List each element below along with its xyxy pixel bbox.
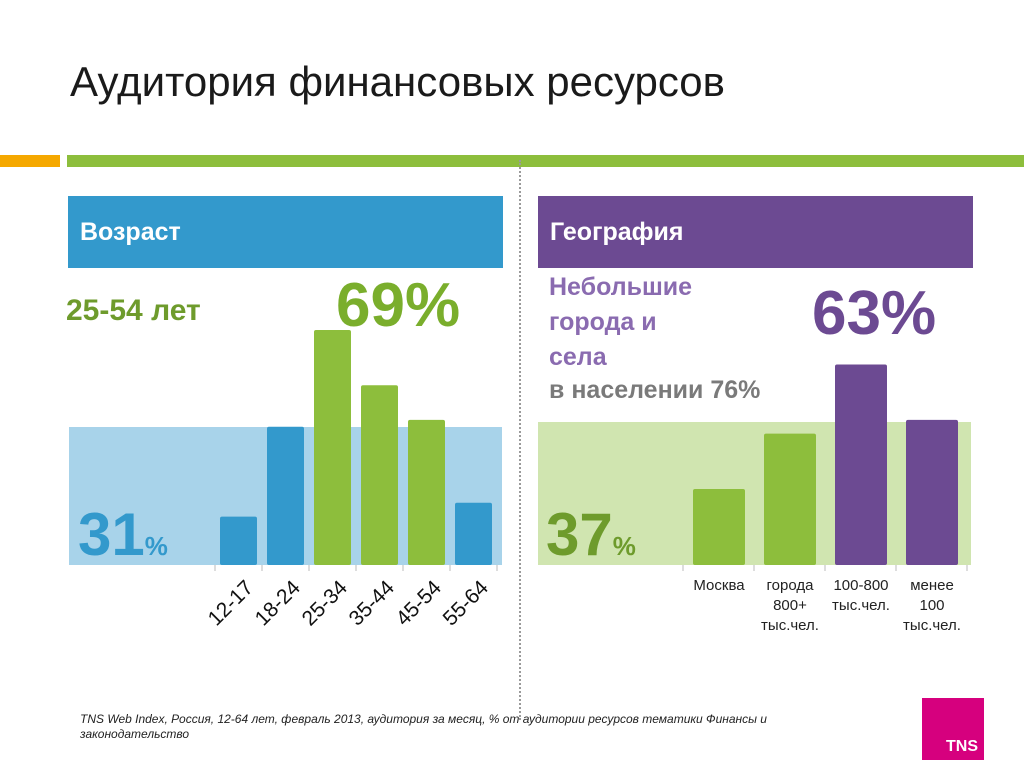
age-tick-label: 18-24: [251, 576, 305, 630]
geo-group-line-1: Небольшие: [549, 273, 693, 301]
geo-bar: [693, 488, 745, 565]
age-tick-label: 25-34: [298, 576, 352, 630]
age-group-percent: 69%: [336, 271, 461, 340]
geo-rest-unit: %: [612, 531, 636, 561]
age-tick-label: 12-17: [204, 576, 258, 630]
geo-bar: [906, 419, 958, 565]
age-bar-45-54: [408, 419, 445, 565]
geo-population-note: в населении 76%: [549, 376, 761, 404]
age-panel-header: Возраст: [68, 196, 503, 268]
geo-tick-label: города 800+ тыс.чел.: [754, 576, 826, 636]
geo-rest-percent: 37%: [546, 500, 636, 569]
geo-tick-label: Москва: [683, 576, 755, 596]
age-bar-18-24: [267, 426, 304, 565]
age-bar-55-64: [455, 502, 492, 565]
geo-group-label: Небольшие города и села: [549, 270, 692, 375]
geo-group-line-2: города и: [549, 308, 657, 336]
age-tick-label: 45-54: [392, 576, 446, 630]
geo-tick-label-line: Москва: [693, 577, 745, 594]
geo-tick-label-line: 800+: [773, 597, 807, 614]
geo-tick-label-line: 100-800: [833, 577, 889, 594]
age-group-label: 25-54 лет: [66, 294, 201, 327]
tns-logo: TNS: [922, 698, 984, 760]
age-bar-25-34: [314, 330, 351, 565]
geo-group-percent: 63%: [812, 279, 937, 348]
geo-panel-header: География: [538, 196, 973, 268]
panel-divider: [519, 160, 521, 720]
age-bar-35-44: [361, 385, 398, 565]
age-rest-unit: %: [144, 531, 168, 561]
orange-accent-rule: [0, 155, 60, 167]
geo-bar: [835, 364, 887, 565]
age-tick-label: 35-44: [345, 576, 399, 630]
geo-rest-value: 37: [546, 501, 613, 568]
geo-tick-label-line: тыс.чел.: [903, 617, 961, 634]
green-accent-rule: [67, 155, 1024, 167]
geo-tick-label: менее 100 тыс.чел.: [896, 576, 968, 636]
geo-tick-label-line: менее: [910, 577, 954, 594]
geo-tick-label-line: города: [766, 577, 814, 594]
page-title: Аудитория финансовых ресурсов: [70, 58, 725, 105]
source-footnote: TNS Web Index, Россия, 12-64 лет, феврал…: [80, 712, 767, 741]
age-rest-value: 31: [78, 501, 145, 568]
geo-tick-label-line: 100: [919, 597, 945, 614]
geo-bar: [764, 433, 816, 565]
age-tick-label: 55-64: [439, 576, 493, 630]
geo-tick-label-line: тыс.чел.: [832, 597, 890, 614]
geo-tick-label: 100-800 тыс.чел.: [825, 576, 897, 616]
geo-group-line-3: села: [549, 343, 607, 371]
age-rest-percent: 31%: [78, 500, 168, 569]
age-bar-12-17: [220, 516, 257, 565]
geo-tick-label-line: тыс.чел.: [761, 617, 819, 634]
geo-band: [538, 422, 971, 565]
